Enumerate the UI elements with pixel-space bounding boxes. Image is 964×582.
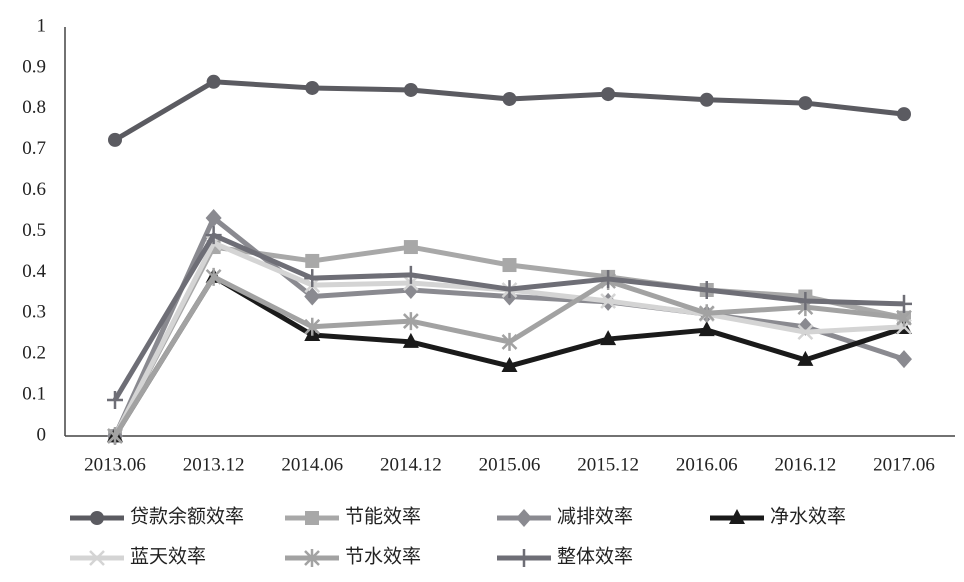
y-tick-label: 0.8: [22, 97, 46, 118]
y-tick-label: 0.6: [22, 179, 46, 200]
x-tick-label: 2015.06: [479, 454, 541, 475]
marker: [698, 321, 715, 337]
series-line: [113, 79, 905, 143]
legend-label: 蓝天效率: [130, 545, 206, 567]
x-tick-label: 2016.12: [775, 454, 837, 475]
x-tick-label: 2015.12: [577, 454, 639, 475]
marker: [501, 332, 518, 351]
y-tick-label: 0.3: [22, 302, 46, 323]
marker: [403, 240, 418, 255]
marker: [304, 549, 320, 567]
marker: [107, 391, 123, 410]
legend-label: 贷款余额效率: [130, 505, 244, 527]
marker: [698, 280, 715, 299]
marker: [798, 96, 813, 111]
marker: [402, 332, 419, 348]
x-tick-label: 2014.12: [380, 454, 442, 475]
legend-label: 节水效率: [345, 545, 421, 567]
marker: [516, 509, 532, 527]
y-tick-label: 0.1: [22, 383, 46, 404]
marker: [516, 549, 532, 567]
x-tick-label: 2016.06: [676, 454, 738, 475]
marker: [305, 511, 319, 525]
marker: [305, 80, 320, 95]
x-tick-label: 2013.06: [84, 454, 146, 475]
x-tick-label: 2013.12: [183, 454, 245, 475]
marker: [797, 292, 814, 311]
marker: [402, 265, 419, 284]
marker: [403, 82, 418, 97]
marker: [305, 253, 320, 268]
y-tick-label: 0.7: [22, 138, 46, 159]
marker: [601, 87, 616, 102]
marker: [797, 350, 814, 366]
marker: [501, 280, 518, 299]
marker: [600, 269, 617, 288]
marker: [600, 293, 617, 309]
marker: [699, 92, 714, 107]
y-tick-label: 0: [37, 424, 47, 445]
marker: [205, 267, 222, 286]
marker: [502, 258, 517, 273]
y-tick-label: 0.4: [22, 261, 46, 282]
marker: [205, 226, 222, 245]
marker: [206, 74, 221, 89]
y-tick-label: 1: [37, 15, 47, 36]
marker: [108, 132, 122, 147]
marker: [205, 209, 222, 228]
marker: [600, 330, 617, 346]
marker: [90, 511, 104, 525]
marker: [304, 287, 321, 306]
marker: [304, 269, 321, 288]
y-tick-label: 0.2: [22, 343, 46, 364]
legend-label: 净水效率: [770, 505, 846, 527]
x-tick-label: 2014.06: [281, 454, 343, 475]
marker: [107, 427, 123, 445]
marker: [501, 357, 518, 373]
marker: [502, 91, 517, 106]
marker: [797, 324, 814, 340]
marker: [729, 509, 745, 524]
legend-label: 整体效率: [557, 545, 633, 567]
marker: [896, 350, 912, 369]
legend-label: 节能效率: [345, 505, 421, 527]
marker: [304, 317, 321, 336]
marker: [897, 107, 911, 122]
y-tick-label: 0.5: [22, 220, 46, 241]
y-tick-label: 0.9: [22, 56, 46, 77]
marker: [402, 312, 419, 331]
x-tick-label: 2017.06: [873, 454, 935, 475]
marker: [698, 304, 715, 323]
marker: [896, 294, 912, 313]
legend-label: 减排效率: [557, 505, 633, 527]
marker: [89, 550, 105, 566]
